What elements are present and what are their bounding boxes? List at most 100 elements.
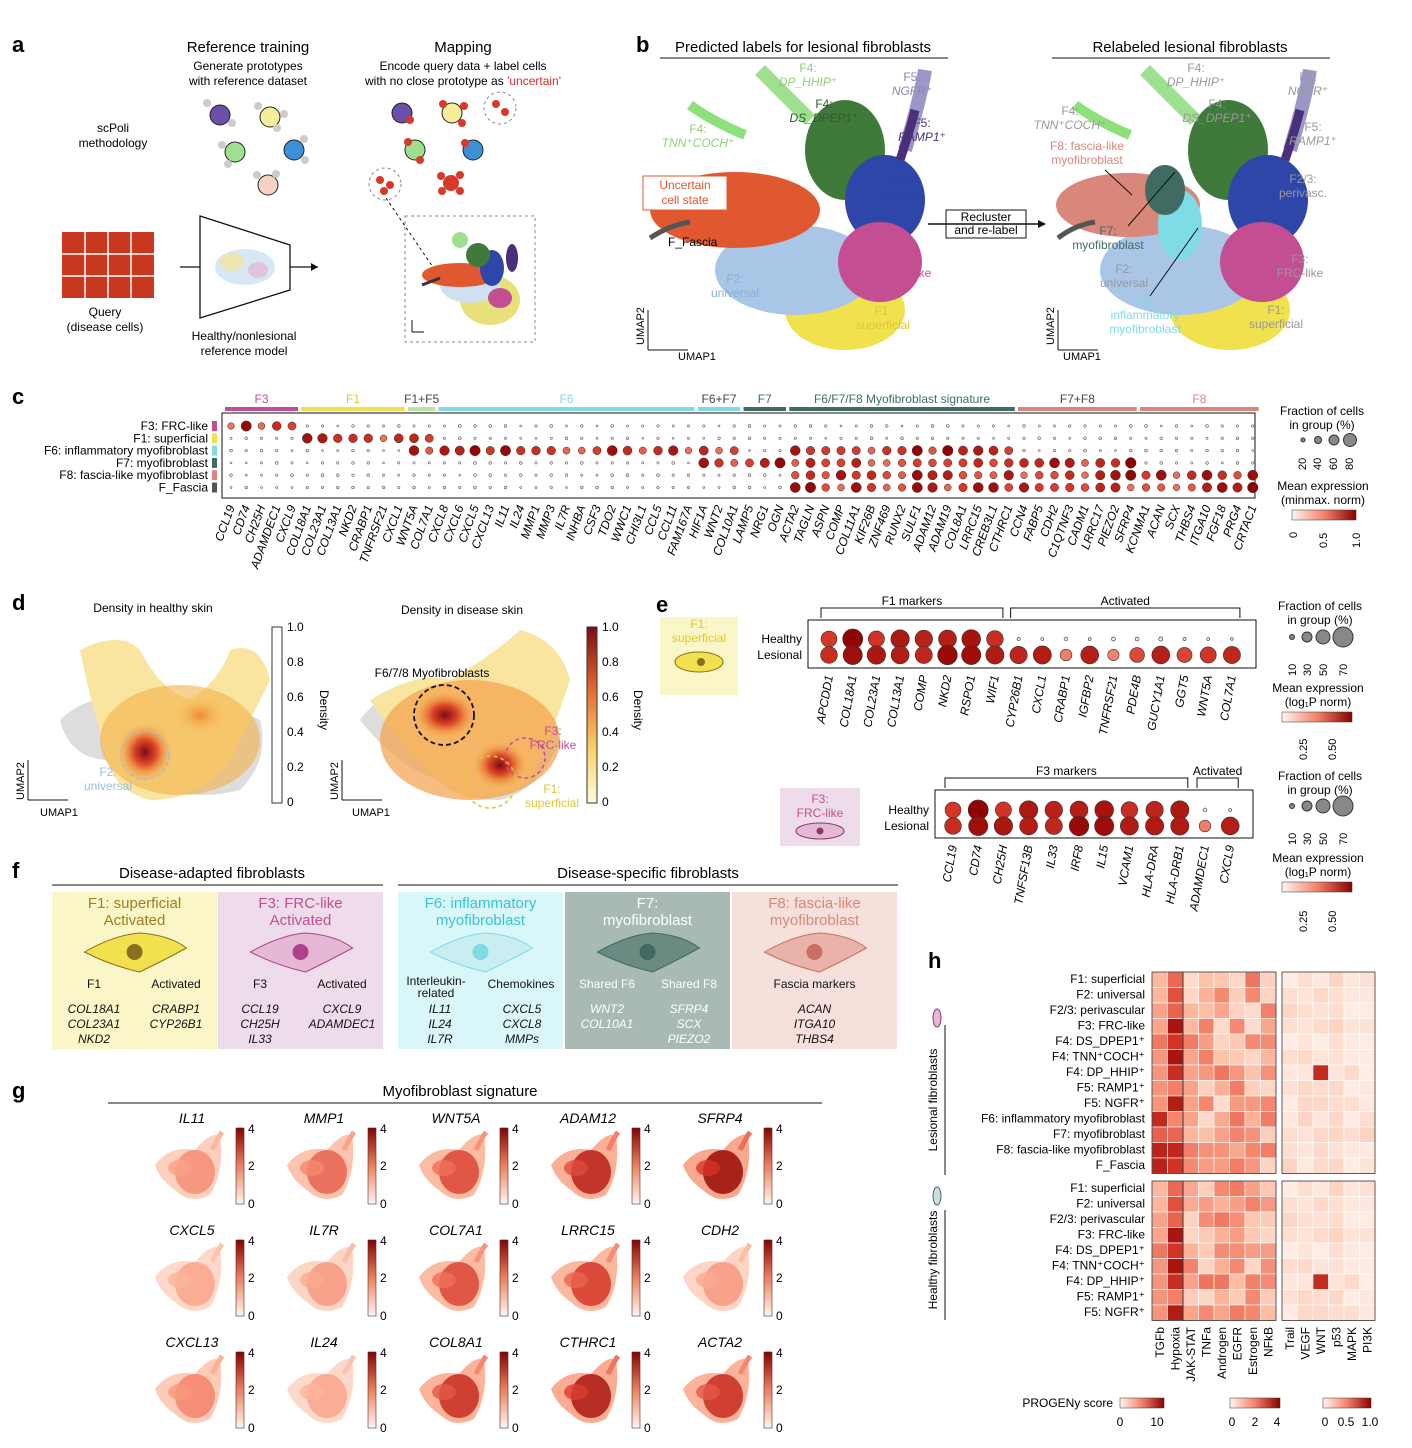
dotplot-c-dot — [488, 436, 492, 440]
dotplot-c-dot — [244, 473, 248, 477]
heatmap-cell — [1213, 1095, 1230, 1112]
fascia-label: F_Fascia — [668, 235, 718, 249]
dotplot-c-dot — [942, 445, 954, 457]
fibroblast-gene: CCL19 — [241, 1002, 279, 1016]
heatmap-cell — [1359, 1289, 1376, 1306]
heatmap-cell — [1167, 1157, 1184, 1174]
dotplot-c-dot — [958, 483, 968, 492]
heatmap-cell — [1167, 1064, 1184, 1081]
svg-text:0.6: 0.6 — [287, 690, 304, 704]
dotplot-c-dot — [626, 424, 629, 428]
method-line2: methodology — [79, 136, 148, 150]
heatmap-cell — [1297, 987, 1314, 1004]
dotplot-c-dot — [549, 436, 553, 440]
heatmap-cell — [1182, 1080, 1199, 1097]
heatmap-cell — [1213, 1018, 1230, 1035]
dotplot-c-dot — [302, 433, 313, 444]
dotplot-c-dot — [989, 458, 998, 468]
svg-text:4: 4 — [512, 1234, 519, 1248]
uncertain-line1: Uncertain — [659, 178, 710, 192]
svg-text:2: 2 — [776, 1271, 783, 1285]
dotplot-c-dot — [928, 458, 937, 468]
dotplot-e-gene-label: COL18A1 — [837, 674, 860, 728]
svg-text:Chemokines: Chemokines — [488, 977, 555, 991]
fibroblast-gene: IL24 — [428, 1017, 452, 1031]
svg-text:F1:: F1: — [543, 782, 560, 796]
svg-text:0: 0 — [248, 1421, 255, 1435]
heatmap-cell — [1328, 1142, 1345, 1159]
dotplot-e-dot — [1016, 637, 1021, 641]
heatmap-cell — [1213, 1157, 1230, 1174]
dotplot-c-dot — [1020, 471, 1028, 479]
heatmap-cell — [1312, 1080, 1329, 1097]
dotplot-c-dot — [580, 473, 584, 477]
svg-text:Fraction of cells: Fraction of cells — [1278, 599, 1362, 613]
heatmap-cell — [1182, 1227, 1199, 1244]
dotplot-c-dot — [320, 424, 325, 428]
dotplot-c-dot — [1220, 424, 1224, 428]
dotplot-c-dot — [1247, 481, 1259, 494]
dotplot-c-dot — [229, 436, 233, 440]
heatmap-cell — [1167, 1258, 1184, 1275]
dotplot-c-dot — [577, 446, 586, 455]
svg-text:Activated: Activated — [151, 977, 200, 991]
dotplot-c-group-label: F1 — [346, 392, 360, 406]
heatmap-cell — [1213, 1289, 1230, 1306]
heatmap-cell — [1151, 1018, 1168, 1035]
dotplot-c-dot — [714, 458, 724, 468]
dotplot-c-dot — [732, 473, 736, 477]
dotplot-c-dot — [839, 424, 843, 428]
heatmap-lesional-title: Lesional fibroblasts — [926, 1049, 940, 1152]
dotplot-c-dot — [290, 486, 294, 489]
dotplot-c-dot — [244, 461, 248, 465]
dotplot-c-dot — [625, 461, 630, 465]
model-line1: Healthy/nonlesional — [192, 329, 297, 343]
feature-gene-title: MMP1 — [304, 1110, 344, 1126]
svg-text:0.25: 0.25 — [1298, 739, 1310, 760]
dotplot-c-dot — [1157, 483, 1166, 492]
heatmap-cell — [1229, 1095, 1246, 1112]
heatmap-cell — [1343, 1227, 1360, 1244]
svg-text:20: 20 — [1297, 458, 1309, 470]
heatmap-cell — [1151, 1157, 1168, 1174]
feature-gene-title: ADAM12 — [559, 1110, 616, 1126]
heatmap-cell — [1213, 1273, 1230, 1290]
dotplot-c-dot — [747, 436, 752, 440]
svg-text:FRC-like: FRC-like — [885, 266, 932, 280]
heatmap-cell — [1260, 1227, 1277, 1244]
heatmap-cell — [1244, 1033, 1261, 1050]
dotplot-c-dot — [626, 486, 629, 489]
heatmap-cell — [1328, 1258, 1345, 1275]
fibroblast-gene: THBS4 — [795, 1032, 834, 1046]
svg-text:DS_DPEP1⁺: DS_DPEP1⁺ — [789, 111, 858, 125]
heatmap-cell — [1244, 971, 1261, 988]
heatmap-cell — [1343, 1242, 1360, 1259]
feature-colorbar — [631, 1351, 641, 1429]
svg-text:4: 4 — [380, 1234, 387, 1248]
dotplot-c-row-swatch — [212, 445, 217, 456]
dotplot-e-dot — [1202, 807, 1208, 813]
svg-text:0: 0 — [602, 795, 609, 809]
fibroblast-box-title: F1: superficial — [88, 895, 181, 912]
heatmap-cell — [1229, 1002, 1246, 1019]
dotplot-c-dot — [1220, 448, 1224, 453]
dotplot-c-dot — [778, 473, 782, 477]
heatmap-cell — [1343, 1033, 1360, 1050]
feature-umap — [683, 1130, 753, 1199]
dotplot-c-dot — [1114, 449, 1117, 452]
dotplot-c-dot — [850, 482, 862, 493]
heatmap-cell — [1213, 1033, 1230, 1050]
dotplot-e-dot — [1199, 646, 1217, 664]
dotplot-e-row-label: Lesional — [884, 819, 929, 833]
svg-text:2: 2 — [380, 1383, 387, 1397]
dotplot-c-row-label: F6: inflammatory myofibroblast — [44, 444, 209, 458]
dotplot-c-dot — [1205, 424, 1209, 428]
dotplot-c-dot — [427, 461, 431, 465]
dotplot-c-dot — [610, 461, 614, 465]
dotplot-c-dot — [900, 436, 904, 441]
fibroblast-gene: IL7R — [427, 1032, 453, 1046]
feature-umap — [155, 1354, 225, 1423]
feature-umap — [683, 1354, 753, 1423]
dotplot-e-gene-label: COL7A1 — [1217, 674, 1239, 722]
